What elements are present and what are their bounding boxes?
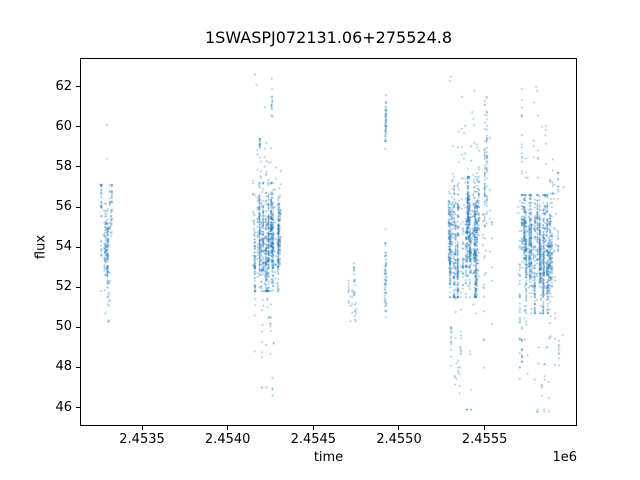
x-axis-offset-label: 1e6 [552, 450, 577, 465]
x-tick-label: 2.4545 [290, 432, 337, 447]
scatter-plot-canvas [80, 58, 577, 426]
y-tick-label: 62 [55, 78, 72, 94]
y-tick-label: 60 [55, 118, 72, 134]
x-axis-label: time [313, 450, 344, 465]
y-tick-label: 54 [55, 239, 72, 255]
y-tick-label: 56 [55, 199, 72, 214]
y-tick-mark [76, 166, 80, 168]
y-tick-label: 50 [55, 319, 72, 335]
x-tick-mark [227, 426, 229, 430]
x-tick-label: 2.4535 [119, 432, 165, 447]
x-tick-mark [398, 426, 400, 430]
chart-title: 1SWASPJ072131.06+275524.8 [204, 28, 453, 47]
y-tick-label: 48 [55, 359, 72, 375]
x-tick-mark [312, 426, 314, 430]
x-tick-label: 2.4555 [461, 432, 508, 447]
y-tick-mark [76, 407, 80, 409]
x-tick-label: 2.4540 [204, 432, 251, 447]
y-tick-label: 46 [55, 399, 72, 415]
x-tick-mark [141, 426, 143, 430]
y-tick-mark [76, 86, 80, 88]
x-tick-label: 2.4550 [376, 432, 422, 447]
x-tick-mark [484, 426, 486, 430]
y-tick-mark [76, 126, 80, 128]
y-tick-mark [76, 286, 80, 288]
y-tick-label: 58 [55, 158, 72, 174]
y-tick-mark [76, 206, 80, 208]
y-tick-label: 52 [55, 279, 72, 295]
y-tick-mark [76, 246, 80, 248]
y-tick-mark [76, 326, 80, 328]
y-tick-mark [76, 366, 80, 368]
